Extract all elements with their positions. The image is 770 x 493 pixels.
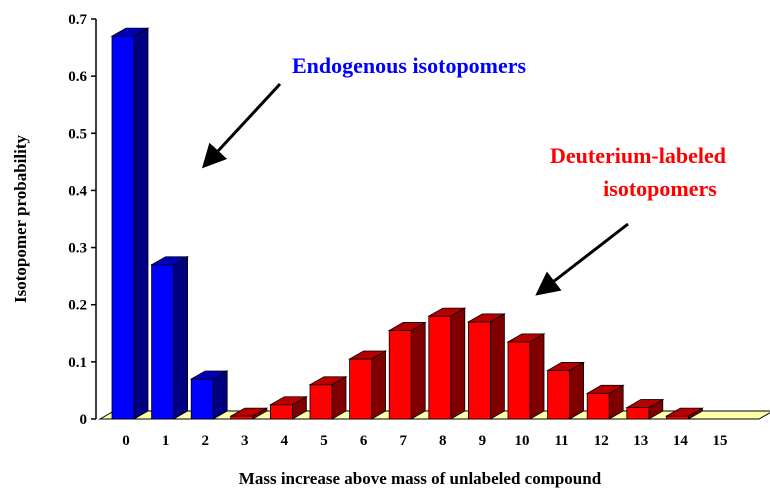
bar [427, 307, 467, 420]
x-tick-label: 0 [122, 433, 130, 449]
annotation-arrow-endogenous [201, 82, 282, 169]
y-tick-label: 0.1 [68, 355, 87, 371]
bar [466, 313, 506, 420]
bar-side [410, 321, 426, 420]
x-tick-label: 2 [201, 433, 209, 449]
bar-front [547, 370, 570, 420]
bar [387, 321, 427, 420]
x-tick-label: 8 [439, 433, 447, 449]
bar-side [450, 307, 466, 420]
bar-front [666, 415, 689, 420]
bar-front [428, 315, 452, 420]
y-tick-label: 0.7 [68, 12, 87, 28]
x-tick-label: 11 [555, 433, 569, 449]
bar [189, 370, 229, 420]
bar [546, 361, 586, 420]
x-tick-label: 1 [162, 433, 170, 449]
bar-front [388, 330, 412, 420]
bar-top [229, 407, 269, 417]
bar-top [625, 399, 665, 408]
bar-top [546, 362, 586, 371]
bar [308, 376, 348, 420]
bar-top [387, 322, 427, 331]
y-tick-label: 0.5 [68, 126, 87, 142]
bar-top [466, 313, 506, 323]
annotation-arrow-deuterium [535, 222, 629, 296]
bar-top [585, 384, 625, 394]
x-tick-label: 13 [633, 433, 648, 449]
bar-front [309, 384, 333, 420]
y-tick-label: 0.6 [68, 69, 87, 85]
x-tick-label: 15 [713, 433, 728, 449]
bar-top [348, 350, 388, 360]
x-tick-label: 12 [594, 433, 609, 449]
bar-front [230, 415, 254, 420]
bar-front [467, 321, 491, 420]
bar-side [173, 256, 189, 420]
bar [348, 350, 388, 420]
bar [150, 256, 190, 420]
bar-front [151, 264, 175, 420]
x-tick-label: 14 [673, 433, 689, 449]
x-tick-label: 9 [479, 433, 487, 449]
y-tick-label: 0.3 [68, 241, 87, 257]
bar-top [664, 407, 704, 417]
bar [664, 407, 704, 420]
bar-top [427, 307, 467, 317]
bar [506, 333, 546, 420]
bar-top [308, 376, 348, 386]
annotation-deuterium-line1: Deuterium-labeled [550, 143, 726, 168]
bar-top [150, 256, 190, 266]
bar-top [506, 333, 546, 343]
y-tick-label: 0.2 [68, 298, 87, 314]
bar-side [133, 27, 149, 420]
bar [585, 384, 625, 420]
bar-top [189, 370, 229, 380]
x-tick-label: 7 [399, 433, 407, 449]
bar-side [569, 361, 584, 420]
y-tick-label: 0.4 [68, 183, 87, 199]
bar-side [371, 350, 387, 420]
x-tick-label: 10 [515, 433, 530, 449]
bar [229, 407, 269, 420]
bar-side [529, 333, 545, 420]
bar-front [586, 392, 610, 420]
bar [625, 398, 665, 420]
bar-front [626, 407, 650, 420]
x-axis-title: Mass increase above mass of unlabeled co… [239, 469, 602, 488]
x-tick-label: 4 [281, 433, 289, 449]
bar-front [507, 341, 531, 420]
bar-front [269, 404, 293, 420]
y-tick-label: 0 [80, 412, 88, 428]
bar-front [349, 358, 373, 420]
x-tick-label: 5 [320, 433, 328, 449]
y-axis-title: Isotopomer probability [11, 135, 30, 303]
annotation-deuterium-line2: isotopomers [603, 176, 717, 201]
bar-side [489, 313, 505, 420]
bar-front [111, 35, 135, 420]
bar [110, 27, 150, 420]
bar-top [110, 27, 150, 37]
x-tick-label: 6 [360, 433, 368, 449]
annotation-endogenous: Endogenous isotopomers [292, 53, 527, 78]
bar [268, 396, 308, 420]
bar-front [190, 378, 214, 420]
bar-top [268, 396, 308, 406]
x-tick-label: 3 [241, 433, 249, 449]
